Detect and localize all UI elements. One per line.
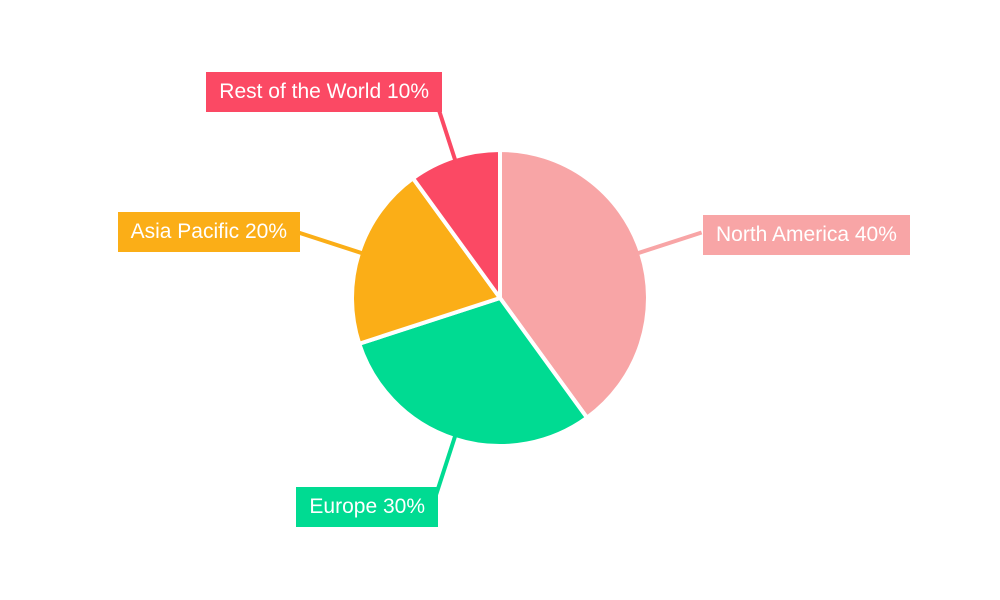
pie-slices-group [350, 148, 650, 448]
leader-line-north-america [634, 230, 703, 257]
slice-label-north-america: North America 40% [703, 215, 910, 255]
slice-label-europe: Europe 30% [296, 487, 438, 527]
slice-label-rest-of-the-world: Rest of the World 10% [206, 72, 442, 112]
leader-line-asia-pacific [297, 230, 366, 257]
leader-line-europe [432, 432, 459, 501]
slice-label-asia-pacific: Asia Pacific 20% [117, 212, 300, 252]
